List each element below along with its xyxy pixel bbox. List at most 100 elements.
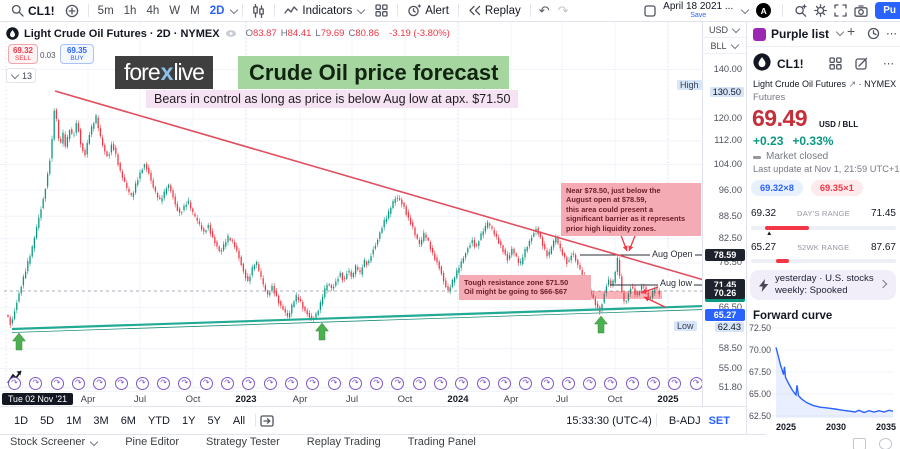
sidebar-symbol[interactable]: CL1! (777, 57, 804, 71)
event-rollover-icon[interactable]: ↷ (647, 377, 660, 390)
chevron-down-icon[interactable] (230, 5, 239, 14)
save-label[interactable]: Save (690, 12, 707, 19)
event-rollover-icon[interactable]: ↷ (263, 377, 277, 390)
watchlist-name[interactable]: Purple list (771, 27, 830, 41)
interval-active[interactable]: 2D (209, 4, 225, 17)
event-rollover-icon[interactable]: ↷ (29, 377, 43, 390)
range-button[interactable]: 1M (66, 414, 82, 427)
compare-add-button[interactable] (60, 4, 84, 18)
session-button[interactable]: SET (708, 414, 730, 427)
interval-button[interactable]: 1h (123, 4, 137, 17)
publish-button[interactable]: Pu (875, 2, 900, 19)
range-button[interactable]: 3M (93, 414, 109, 427)
tab-replay-trading[interactable]: Replay Trading (306, 436, 381, 448)
range-button[interactable]: All (232, 414, 246, 427)
event-rollover-icon[interactable]: ↷ (8, 377, 21, 390)
interval-button[interactable]: 4h (146, 4, 160, 17)
range-button[interactable]: YTD (147, 414, 170, 427)
time-axis-label[interactable]: 2024 (447, 394, 469, 405)
undo-button[interactable]: ↶ (538, 2, 550, 18)
event-rollover-icon[interactable]: ↷ (412, 377, 426, 390)
settings-gear-icon[interactable] (814, 4, 828, 17)
range-button[interactable]: 5D (40, 414, 55, 427)
event-rollover-icon[interactable]: ↷ (306, 377, 320, 390)
event-rollover-icon[interactable]: ↷ (689, 377, 703, 390)
time-axis-label[interactable]: Apr (503, 394, 519, 405)
event-rollover-icon[interactable]: ↷ (434, 377, 447, 390)
legend-title[interactable]: Light Crude Oil Futures · 2D · NYMEX (24, 27, 220, 40)
symbol-search-button[interactable]: CL1! (6, 4, 60, 18)
interval-button[interactable]: 5m (97, 4, 114, 17)
event-rollover-icon[interactable]: ↷ (561, 377, 575, 390)
news-card[interactable]: yesterday · U.S. stocks weekly: Spooked (750, 270, 896, 300)
event-rollover-icon[interactable]: ↷ (540, 377, 554, 390)
time-axis[interactable]: Tue 02 Nov '21 Apr Jul Oct 2023 Apr Jul Oct 202… (0, 391, 746, 407)
event-rollover-icon[interactable]: ↷ (348, 377, 362, 390)
tab-pine-editor[interactable]: Pine Editor (125, 436, 180, 448)
event-rollover-icon[interactable]: ↷ (327, 377, 341, 390)
event-rollover-icon[interactable]: ↷ (157, 377, 171, 390)
range-button[interactable]: 5Y (207, 414, 221, 427)
clock[interactable]: 15:33:30 (UTC-4) (566, 414, 652, 427)
more-options-icon[interactable]: ⋯ (886, 28, 898, 40)
layout-icon[interactable] (644, 4, 656, 17)
sell-button[interactable]: 69.32 SELL (8, 44, 38, 64)
event-rollover-icon[interactable]: ↷ (221, 377, 234, 390)
ask-pill[interactable]: 69.35×1 (810, 180, 863, 196)
object-tree-toggle[interactable]: 13 (6, 68, 36, 83)
more-options-icon[interactable]: ⋯ (883, 58, 895, 70)
tab-trading-panel[interactable]: Trading Panel (407, 436, 476, 448)
alert-button[interactable]: Alert (402, 3, 454, 18)
time-axis-label[interactable]: Oct (607, 394, 623, 405)
event-rollover-icon[interactable]: ↷ (604, 377, 618, 390)
time-axis-label[interactable]: 2023 (235, 394, 257, 405)
interval-button[interactable]: W (169, 4, 181, 17)
screenshot-camera-icon[interactable] (854, 4, 868, 17)
event-rollover-icon[interactable]: ↷ (625, 377, 639, 390)
grid-view-icon[interactable] (829, 57, 842, 70)
event-rollover-icon[interactable]: ↷ (178, 377, 192, 390)
event-rollover-icon[interactable]: ↷ (93, 377, 107, 390)
go-to-date-icon[interactable] (260, 414, 274, 427)
event-rollover-icon[interactable]: ↷ (370, 377, 384, 390)
fullscreen-icon[interactable] (834, 4, 847, 17)
event-rollover-icon[interactable]: ↷ (135, 377, 149, 390)
help-icon[interactable] (879, 438, 892, 449)
external-link-icon[interactable]: ↗ (848, 79, 857, 89)
time-axis-label[interactable]: Oct (397, 394, 413, 405)
event-rollover-icon[interactable]: ↷ (284, 377, 298, 390)
buy-button[interactable]: 69.35 BUY (60, 44, 94, 64)
candle-style-button[interactable] (247, 3, 270, 18)
price-scale[interactable]: USD BLL 140.00 130.50 120.00 112.00 104.00 96… (702, 22, 746, 406)
chevron-down-icon[interactable] (740, 5, 750, 14)
event-rollover-icon[interactable]: ↷ (114, 377, 128, 390)
event-rollover-icon[interactable]: ↷ (668, 377, 682, 390)
event-rollover-icon[interactable]: ↷ (497, 377, 511, 390)
bid-pill[interactable]: 69.32×8 (751, 180, 803, 196)
event-rollover-icon[interactable]: ↷ (476, 377, 490, 390)
event-rollover-icon[interactable]: ↷ (242, 377, 256, 390)
range-button[interactable]: 6M (120, 414, 136, 427)
time-axis-label[interactable]: Apr (80, 394, 96, 405)
indicators-button[interactable]: Indicators (279, 4, 370, 17)
edit-note-icon[interactable] (855, 57, 868, 70)
event-rollover-icon[interactable]: ↷ (199, 377, 213, 390)
event-rollover-icon[interactable]: ↷ (71, 377, 85, 390)
eye-icon[interactable] (225, 29, 237, 38)
indicator-templates-button[interactable] (370, 4, 393, 17)
chevron-down-icon[interactable] (835, 27, 845, 37)
range-button[interactable]: 1Y (181, 414, 196, 427)
avatar[interactable]: A (756, 3, 772, 18)
tab-strategy-tester[interactable]: Strategy Tester (206, 436, 280, 448)
add-symbol-plus-icon[interactable]: + (847, 23, 856, 39)
event-rollover-icon[interactable]: ↷ (583, 377, 597, 390)
unit-selector[interactable]: BLL (703, 38, 746, 54)
panel-icon[interactable] (853, 438, 866, 449)
redo-button[interactable]: ↷ (557, 2, 569, 18)
layout-name-button[interactable]: April 18 2021 ... Save (663, 2, 733, 20)
range-button[interactable]: 1D (14, 414, 29, 427)
time-axis-label[interactable]: Jul (133, 394, 147, 405)
quick-search-icon[interactable] (794, 4, 807, 17)
symbol-description[interactable]: Light Crude Oil Futures ↗ · NYMEX (753, 79, 896, 90)
time-axis-label[interactable]: Apr (292, 394, 308, 405)
